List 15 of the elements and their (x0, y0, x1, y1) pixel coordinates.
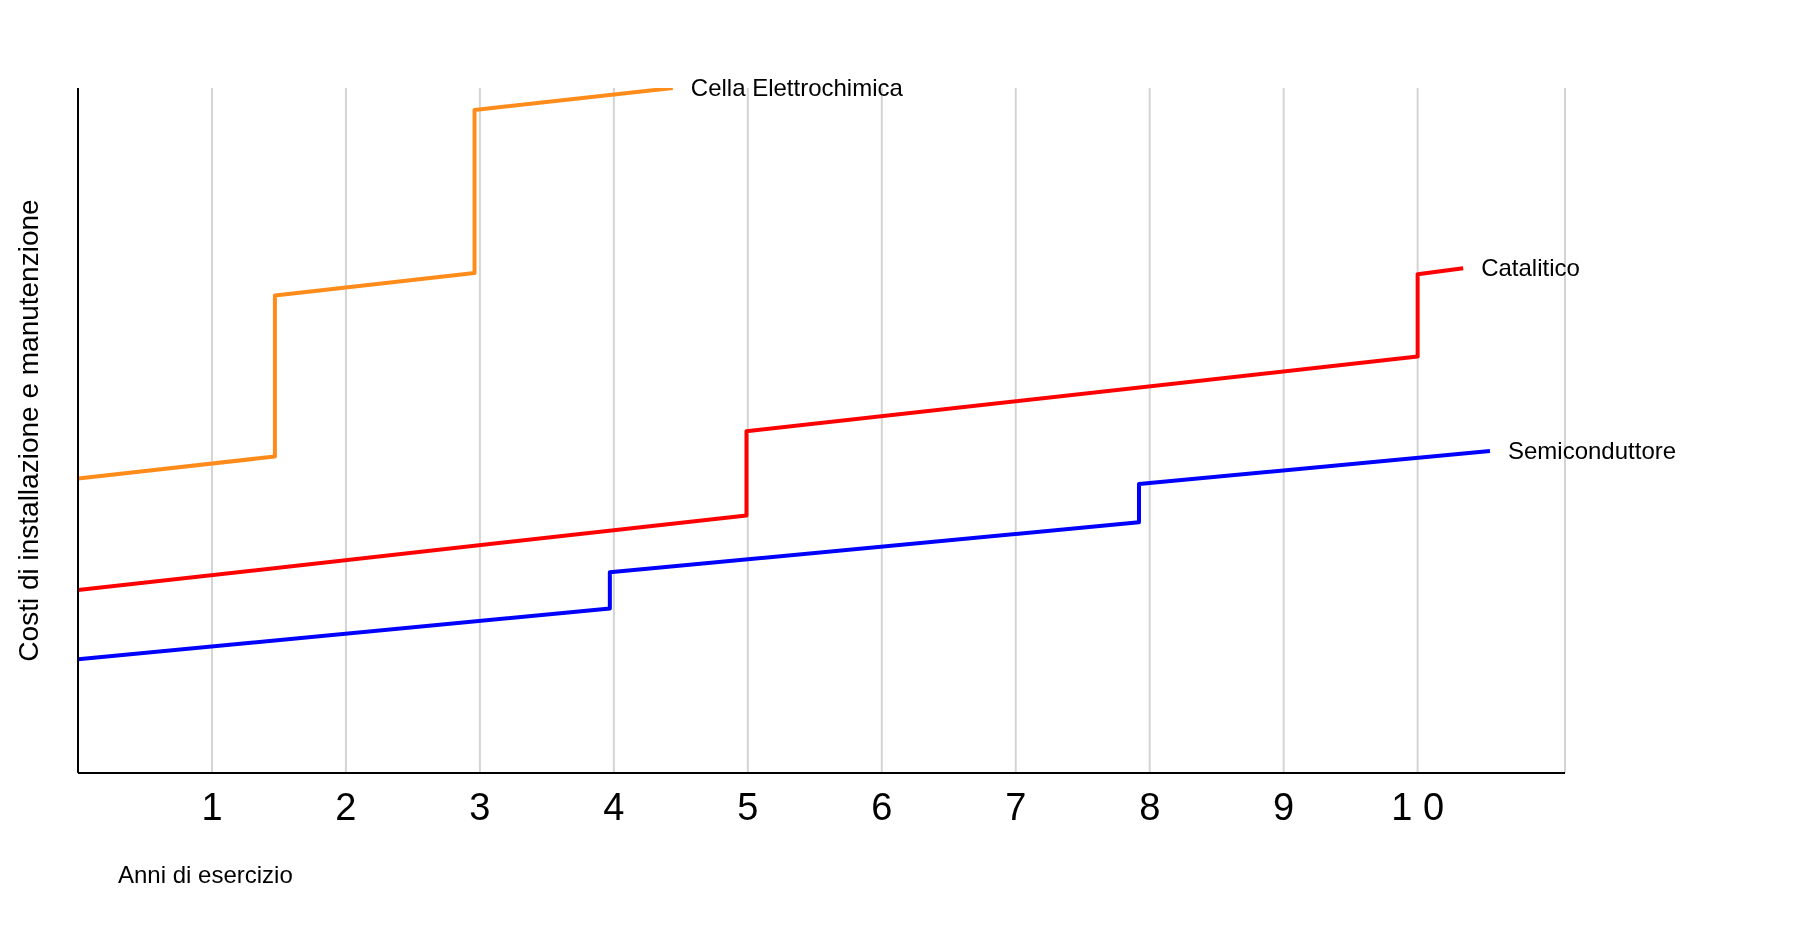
x-axis-title: Anni di esercizio (118, 861, 293, 888)
x-tick-label: 8 (1139, 785, 1161, 828)
x-tick-label: 1 0 (1391, 785, 1445, 828)
x-tick-label: 2 (335, 785, 357, 828)
x-tick-label: 5 (737, 785, 759, 828)
series-label: Cella Elettrochimica (690, 74, 904, 101)
series-label: Catalitico (1481, 254, 1580, 282)
series-label: Semiconduttore (1507, 437, 1677, 465)
x-tick-label: 3 (469, 785, 491, 828)
x-tick-label: 9 (1273, 785, 1295, 828)
x-tick-label: 7 (1005, 785, 1027, 828)
x-tick-label: 4 (603, 785, 625, 828)
y-axis-title: Costi di installazione e manutenzione (12, 199, 44, 662)
x-tick-label: 6 (871, 785, 893, 828)
x-tick-label: 1 (201, 785, 223, 828)
